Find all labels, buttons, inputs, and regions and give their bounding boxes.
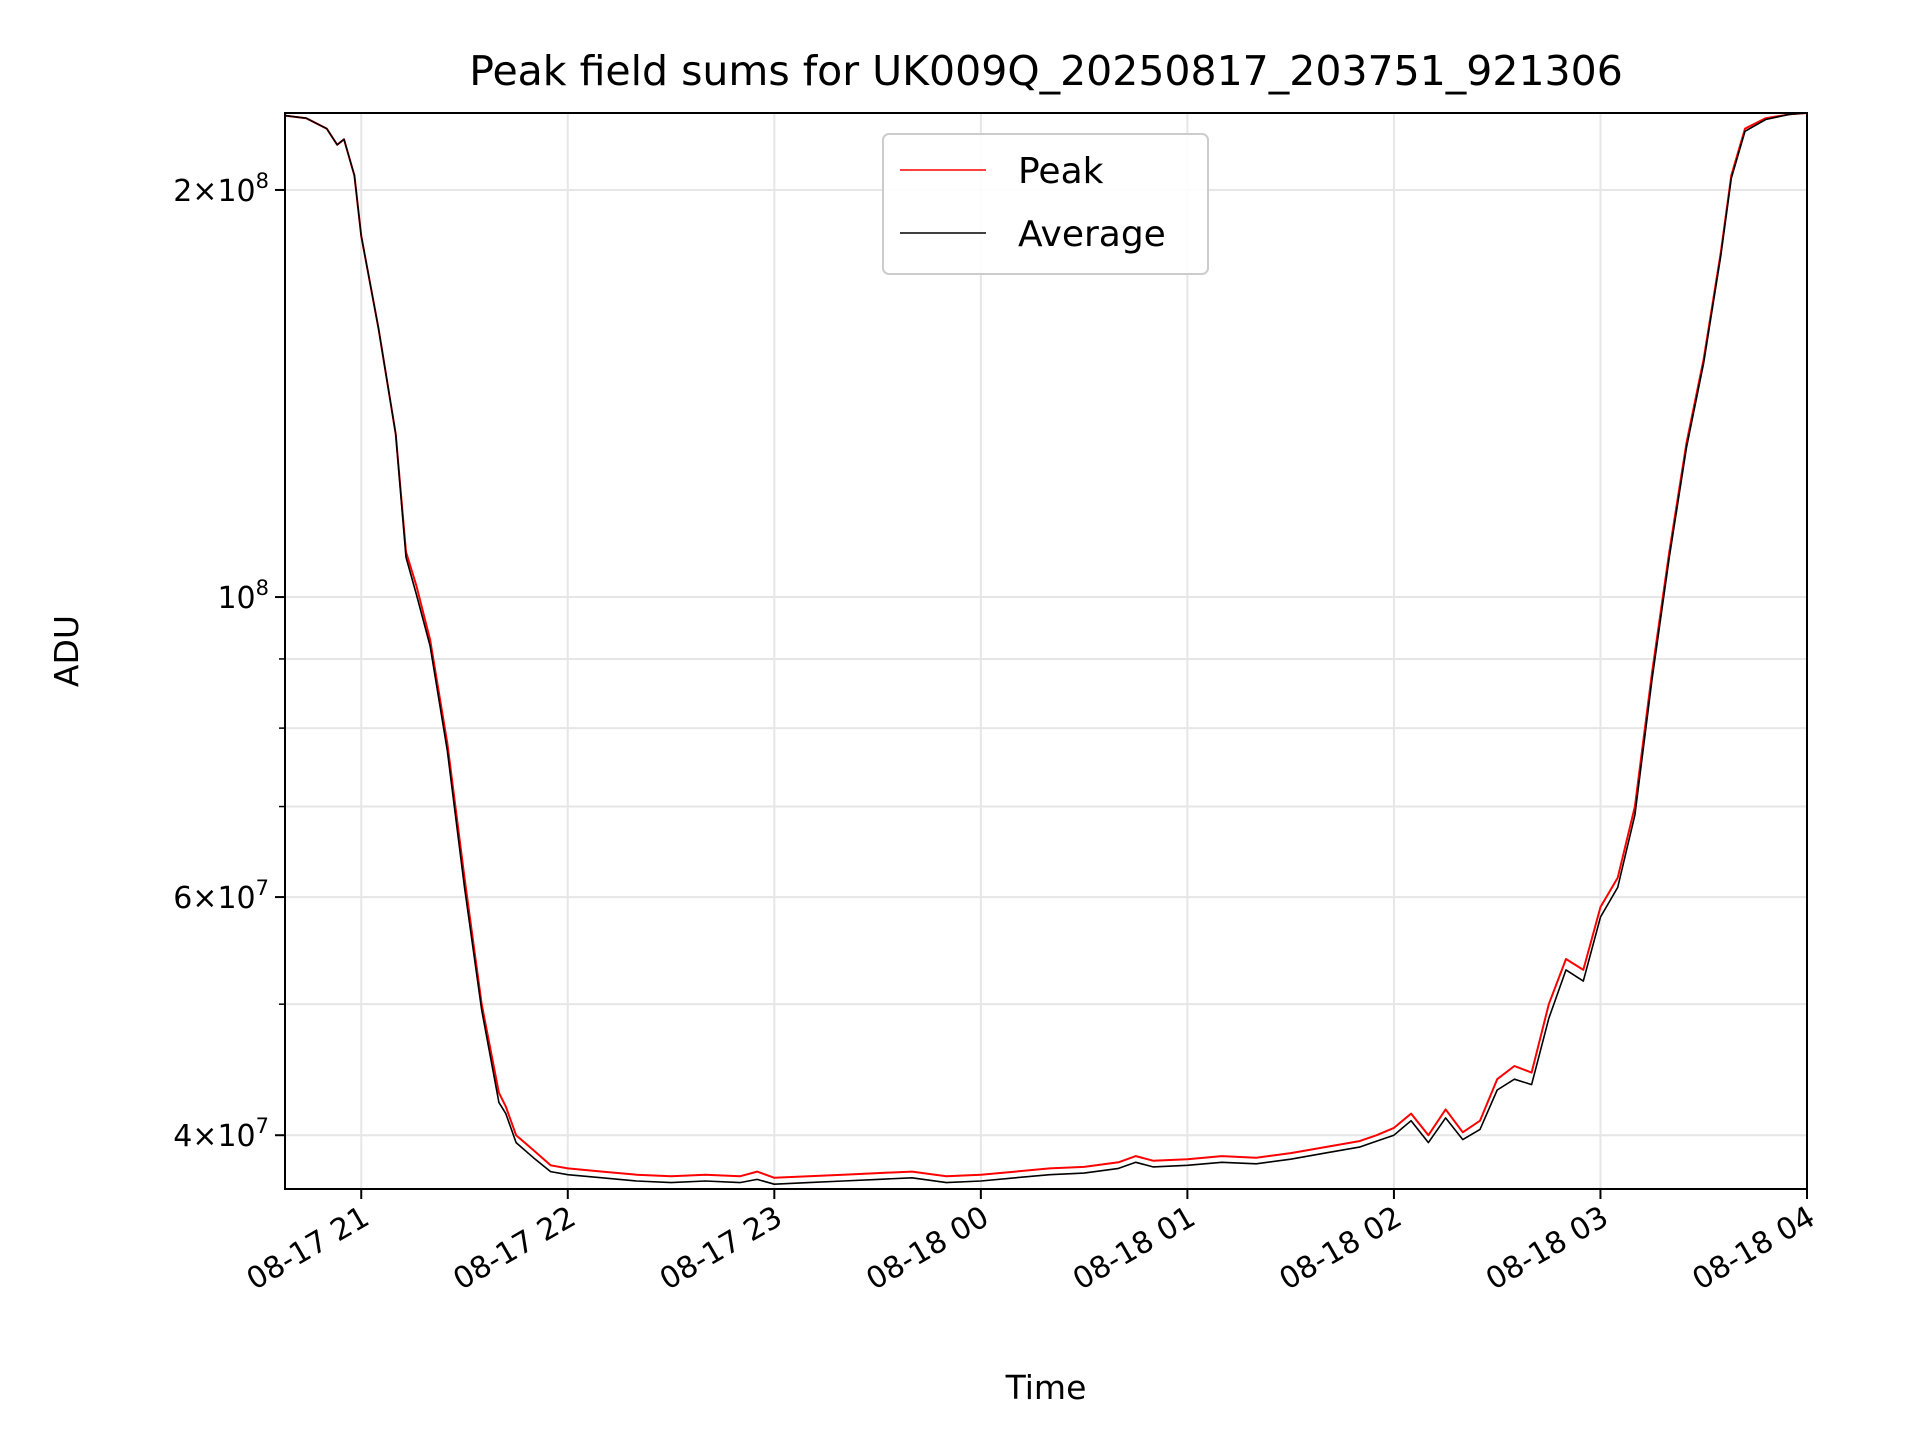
y-tick-label: 4×107	[173, 1114, 269, 1154]
x-axis-label: Time	[1005, 1368, 1087, 1407]
y-tick-label: 6×107	[173, 876, 269, 916]
legend-label-average: Average	[1018, 214, 1166, 255]
grid-lines	[285, 113, 1808, 1189]
y-tick-label: 2×108	[173, 169, 269, 209]
series-line-average	[284, 112, 1808, 1185]
y-axis: 4×107 6×107 108 2×108	[173, 169, 285, 1154]
y-tick-label: 108	[217, 576, 269, 616]
series-layer	[284, 112, 1808, 1185]
plot-frame	[284, 112, 1808, 1190]
chart-title: Peak field sums for UK009Q_20250817_2037…	[469, 47, 1623, 95]
legend: Peak Average	[882, 133, 1209, 275]
y-axis-label: ADU	[47, 615, 86, 687]
legend-label-peak: Peak	[1018, 151, 1104, 192]
series-line-peak	[284, 112, 1808, 1179]
legend-box	[882, 133, 1209, 275]
